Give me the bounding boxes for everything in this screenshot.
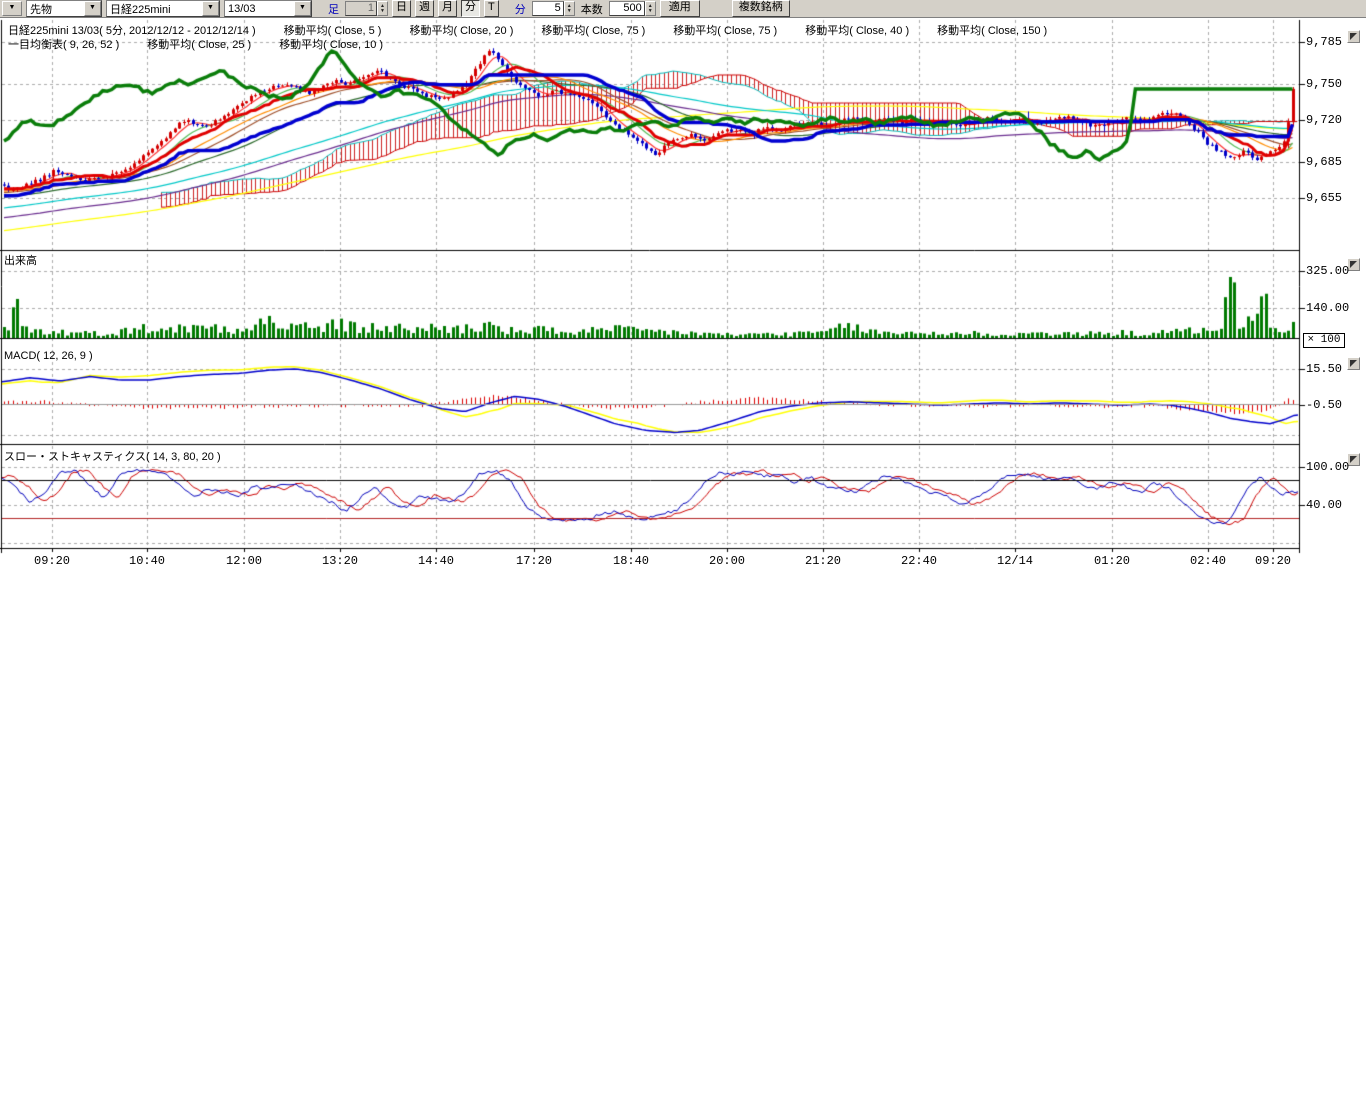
time-axis-label: 20:00 <box>708 554 746 568</box>
chart-area: 日経225mini 13/03( 5分, 2012/12/12 - 2012/1… <box>0 0 1366 580</box>
price-axis-label: 9,685 <box>1306 155 1343 169</box>
volume-axis-label: 140.00 <box>1306 301 1350 315</box>
time-axis-label: 22:40 <box>900 554 938 568</box>
chart-canvas[interactable] <box>0 0 1366 580</box>
ma5-legend: 移動平均( Close, 5 ) <box>283 25 382 37</box>
ma20-legend: 移動平均( Close, 20 ) <box>409 25 514 37</box>
stoch-axis-label: 40.00 <box>1306 498 1343 512</box>
ma75-legend: 移動平均( Close, 75 ) <box>541 25 646 37</box>
panel-expand-icon[interactable] <box>1347 357 1360 370</box>
panel-expand-icon[interactable] <box>1347 453 1360 466</box>
ma150-legend: 移動平均( Close, 150 ) <box>937 25 1048 37</box>
ma75b-legend: 移動平均( Close, 75 ) <box>673 25 778 37</box>
time-axis-label: 09:20 <box>1254 554 1292 568</box>
volume-axis-label: 325.00 <box>1306 264 1350 278</box>
ma40-legend: 移動平均( Close, 40 ) <box>805 25 910 37</box>
time-axis-label: 01:20 <box>1093 554 1131 568</box>
stoch-panel-title: スロー・ストキャスティクス( 14, 3, 80, 20 ) <box>4 451 221 463</box>
time-axis-label: 12:00 <box>225 554 263 568</box>
price-axis-label: 9,785 <box>1306 35 1343 49</box>
panel-expand-icon[interactable] <box>1347 30 1360 43</box>
stoch-axis-label: 100.00 <box>1306 460 1350 474</box>
time-axis-label: 09:20 <box>33 554 71 568</box>
panel-expand-icon[interactable] <box>1347 258 1360 271</box>
ichimoku-legend: 一目均衡表( 9, 26, 52 ) <box>8 39 120 51</box>
ma10-legend: 移動平均( Close, 10 ) <box>279 39 384 51</box>
time-axis-label: 18:40 <box>612 554 650 568</box>
chart-title: 日経225mini 13/03( 5分, 2012/12/12 - 2012/1… <box>8 25 256 37</box>
chart-header-line1: 日経225mini 13/03( 5分, 2012/12/12 - 2012/1… <box>8 22 1047 38</box>
ma25-legend: 移動平均( Close, 25 ) <box>147 39 252 51</box>
time-axis-label: 12/14 <box>996 554 1034 568</box>
time-axis-label: 10:40 <box>128 554 166 568</box>
time-axis-label: 17:20 <box>515 554 553 568</box>
time-axis-label: 14:40 <box>417 554 455 568</box>
volume-panel-title: 出来高 <box>4 255 37 267</box>
time-axis-label: 02:40 <box>1189 554 1227 568</box>
macd-panel-title: MACD( 12, 26, 9 ) <box>4 350 93 362</box>
macd-axis-label: 15.50 <box>1306 362 1343 376</box>
time-axis-label: 21:20 <box>804 554 842 568</box>
chart-header-line2: 一目均衡表( 9, 26, 52 ) 移動平均( Close, 25 ) 移動平… <box>8 36 383 52</box>
price-axis-label: 9,655 <box>1306 191 1343 205</box>
time-axis-label: 13:20 <box>321 554 359 568</box>
macd-axis-label: -0.50 <box>1306 398 1343 412</box>
price-axis-label: 9,750 <box>1306 77 1343 91</box>
volume-multiplier-badge: × 100 <box>1303 333 1345 348</box>
price-axis-label: 9,720 <box>1306 113 1343 127</box>
